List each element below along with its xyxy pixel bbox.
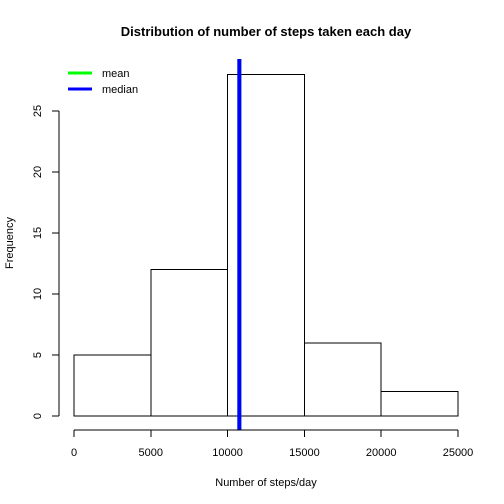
legend-label-median: median: [102, 84, 138, 96]
x-tick-label-3: 15000: [289, 447, 320, 459]
x-tick-label-4: 20000: [366, 447, 397, 459]
histogram-bar-1: [150, 269, 229, 417]
histogram-bar-3: [303, 342, 382, 417]
y-tick-label-2: 10: [32, 288, 44, 300]
legend: mean median: [68, 68, 138, 96]
x-axis-label: Number of steps/day: [215, 477, 317, 489]
x-axis: 0 5000 10000 15000 20000 25000: [71, 429, 474, 459]
y-axis-label: Frequency: [4, 217, 16, 269]
x-tick-label-0: 0: [71, 447, 77, 459]
y-tick-label-4: 20: [32, 166, 44, 178]
y-tick-label-5: 25: [32, 105, 44, 117]
x-tick-label-1: 5000: [139, 447, 163, 459]
y-axis: 0 5 10 15 20 25: [32, 105, 60, 419]
y-tick-label-1: 5: [32, 352, 44, 358]
histogram-bar-4: [380, 391, 459, 417]
bars-group: [73, 73, 459, 417]
y-tick-label-0: 0: [32, 413, 44, 419]
legend-label-mean: mean: [102, 68, 130, 80]
histogram-bar-0: [73, 354, 152, 417]
chart-title: Distribution of number of steps taken ea…: [121, 24, 412, 39]
y-tick-label-3: 15: [32, 227, 44, 239]
x-tick-label-2: 10000: [212, 447, 243, 459]
x-tick-label-5: 25000: [443, 447, 474, 459]
